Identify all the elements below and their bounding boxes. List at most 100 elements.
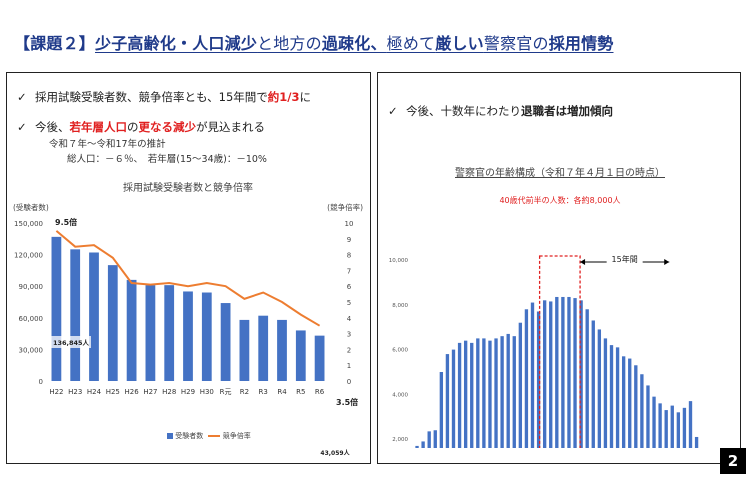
bar-age-count [664, 410, 668, 448]
bar-applicants [314, 335, 325, 381]
bullet-tail: が見込まれる [196, 120, 265, 134]
bar-applicants [107, 265, 118, 381]
bar-age-count [640, 374, 644, 448]
bar-applicants [183, 291, 193, 381]
bar-applicants [258, 315, 269, 381]
bar-applicants [89, 252, 99, 381]
bar-applicants [126, 279, 137, 381]
checkmark-icon: ✓ [388, 104, 398, 118]
title-part-5: 厳しい [435, 34, 484, 53]
bar-age-count [482, 338, 486, 448]
bar-applicants [295, 330, 306, 381]
bullet-text: 採用試験受験者数、競争倍率とも、15年間で [35, 90, 268, 104]
bar-age-count [658, 403, 662, 448]
bar-age-count [603, 338, 608, 448]
x-tick-label: R元 [220, 388, 232, 396]
bar-age-count [634, 365, 638, 448]
bullet-exam-decline: ✓ 採用試験受験者数、競争倍率とも、15年間で約1/3に [17, 89, 311, 105]
x-tick-label: H29 [181, 388, 195, 396]
first-rate-label: 9.5倍 [55, 217, 77, 227]
bar-applicants [201, 292, 212, 381]
arrow-head-right [664, 259, 670, 265]
bar-age-count [694, 436, 699, 448]
span-label-bg [606, 252, 643, 264]
bar-applicants [239, 319, 250, 381]
title-part-6: 警察官の [483, 34, 549, 53]
x-tick-label: R6 [315, 388, 325, 396]
projection-values: 総人口：－６％、 若年層(15～34歳)：－10% [67, 154, 267, 165]
x-tick-label: H28 [162, 388, 176, 396]
y-tick-label: 2,000 [392, 437, 408, 443]
bullet-emphasis: 約1/3 [267, 90, 300, 104]
bar-applicants [145, 285, 156, 381]
bar-age-count [652, 396, 656, 448]
y-right-label: (競争倍率) [327, 202, 363, 212]
bar-age-count [682, 407, 687, 448]
y-tick-label: 6,000 [392, 348, 408, 354]
bar-age-count [609, 345, 614, 448]
bullet-pre: 今後、十数年にわたり [406, 104, 521, 118]
x-tick-label: R4 [277, 388, 287, 396]
bar-applicants [70, 249, 81, 381]
bar-age-count [567, 296, 571, 448]
bar-age-count [573, 298, 577, 448]
exam-chart: 採用試験受験者数と競争倍率 (受験者数) (競争倍率) 0 30,000 60,00… [13, 181, 363, 458]
bar-age-count [555, 296, 559, 448]
y2-tick-label: 6 [347, 283, 352, 291]
bar-age-count [415, 445, 419, 448]
bar-age-count [676, 412, 681, 448]
title-part-3: 過疎化、 [321, 34, 387, 53]
y2-tick-label: 0 [347, 378, 351, 386]
x-tick-label: H22 [49, 388, 63, 396]
chart-title: 警察官の年齢構成（令和７年４月１日の時点） [455, 166, 665, 179]
checkmark-icon: ✓ [17, 90, 27, 104]
legend-bar-label: 受験者数 [175, 432, 204, 440]
last-rate-label: 3.5倍 [336, 397, 358, 407]
bar-age-count [688, 401, 693, 448]
bullet-pre: 今後、 [35, 120, 70, 134]
bar-age-count [476, 338, 480, 448]
title-part-4: 極めて [386, 34, 436, 53]
title-part-1: 少子高齢化・人口減少 [95, 34, 258, 53]
x-tick-label: H27 [143, 388, 157, 396]
bar-age-count [591, 320, 595, 448]
bullet-emphasis: 退職者は増加傾向 [521, 104, 613, 118]
bar-age-count [549, 301, 553, 448]
y-tick-label: 0 [39, 378, 43, 386]
title-part-2: と地方の [257, 34, 322, 53]
bar-age-count [597, 329, 602, 448]
y2-tick-label: 5 [347, 299, 351, 307]
bar-applicants [220, 303, 231, 381]
chart-title: 採用試験受験者数と競争倍率 [123, 181, 253, 194]
y2-tick-label: 7 [347, 267, 351, 275]
bar-age-count [439, 372, 444, 448]
bar-age-count [621, 356, 626, 448]
y-tick-label: 60,000 [19, 315, 44, 323]
bullet-tail: に [299, 90, 312, 104]
bar-age-count [579, 300, 583, 448]
x-tick-label: R2 [240, 388, 249, 396]
bar-age-count [615, 347, 620, 448]
bar-age-count [421, 441, 425, 448]
legend-bar-swatch [167, 433, 173, 439]
arrow-head-left [580, 259, 586, 265]
y-tick-label: 4,000 [392, 392, 408, 398]
bar-age-count [536, 311, 541, 448]
y2-tick-label: 3 [347, 331, 351, 339]
y2-tick-label: 9 [347, 236, 351, 244]
bar-age-count [427, 431, 431, 448]
bar-age-count [445, 354, 450, 448]
bullet-youth-decline: ✓ 今後、若年層人口の更なる減少が見込まれる [17, 119, 265, 135]
bar-age-count [542, 300, 547, 448]
bar-age-count [518, 322, 523, 448]
x-tick-label: R5 [296, 388, 305, 396]
bar-age-count [628, 358, 632, 448]
bullet-emph-decline: 更なる減少 [138, 120, 197, 134]
bullet-mid: の [127, 120, 139, 134]
bar-age-count [433, 430, 437, 448]
bar-age-count [494, 338, 498, 448]
x-tick-label: H25 [106, 388, 120, 396]
recruitment-panel: ✓ 採用試験受験者数、競争倍率とも、15年間で約1/3に ✓ 今後、若年層人口の更な… [6, 72, 371, 464]
y2-tick-label: 8 [347, 252, 351, 260]
bar-age-count [451, 349, 456, 448]
